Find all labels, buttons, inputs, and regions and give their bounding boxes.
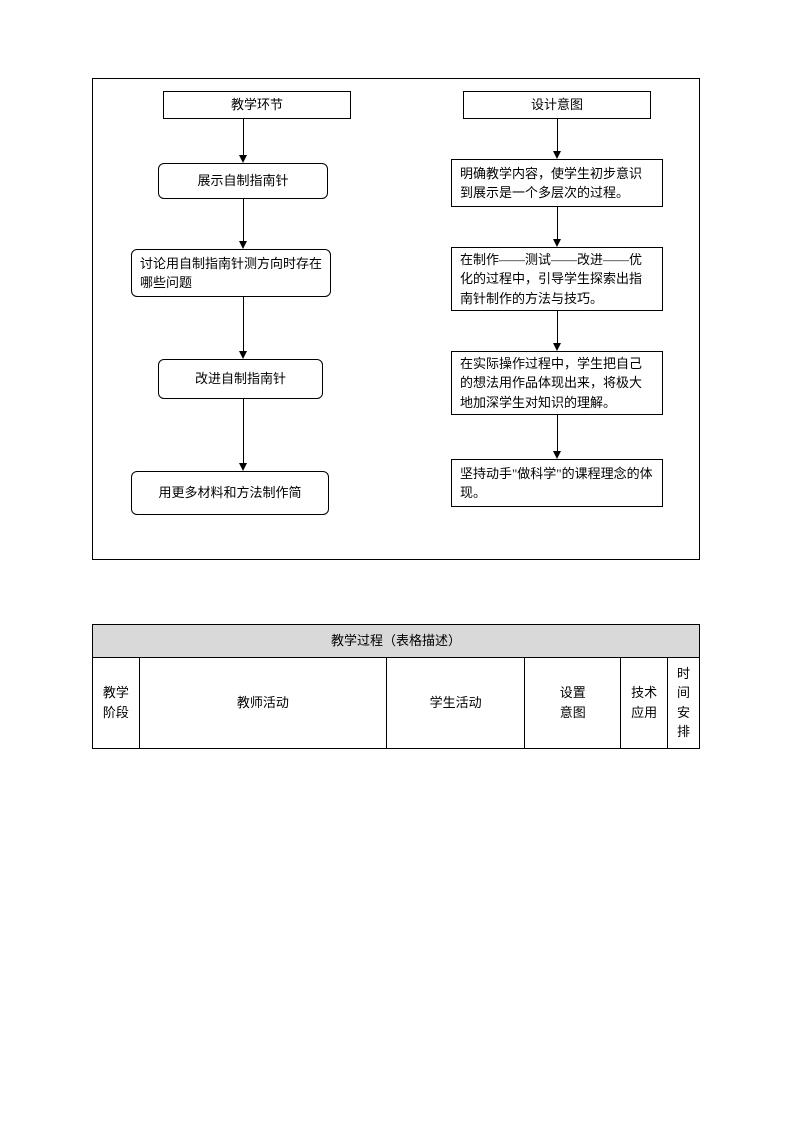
right-node-0: 明确教学内容，使学生初步意识到展示是一个多层次的过程。 xyxy=(451,159,663,207)
arrow-l-3-head xyxy=(239,463,247,471)
right-node-3-label: 坚持动手"做科学"的课程理念的体现。 xyxy=(460,464,654,503)
arrow-r-2 xyxy=(557,311,558,343)
col-tech: 技术应用 xyxy=(621,657,668,748)
col-student: 学生活动 xyxy=(386,657,524,748)
arrow-l-0-head xyxy=(239,155,247,163)
arrow-r-1-head xyxy=(553,239,561,247)
arrow-r-3 xyxy=(557,415,558,451)
col-teacher-label: 教师活动 xyxy=(237,695,289,710)
arrow-l-0 xyxy=(243,119,244,155)
arrow-l-1 xyxy=(243,199,244,241)
left-node-1: 讨论用自制指南针测方向时存在哪些问题 xyxy=(131,249,331,297)
table-header-row: 教学阶段 教师活动 学生活动 设置意图 技术应用 时间安排 xyxy=(93,657,700,748)
arrow-r-0-head xyxy=(553,151,561,159)
col-intent-label: 设置意图 xyxy=(560,685,586,720)
left-node-0: 展示自制指南针 xyxy=(158,163,328,199)
arrow-l-2 xyxy=(243,297,244,351)
arrow-l-2-head xyxy=(239,351,247,359)
left-header: 教学环节 xyxy=(163,91,351,119)
col-student-label: 学生活动 xyxy=(430,695,482,710)
right-node-2-label: 在实际操作过程中，学生把自己的想法用作品体现出来，将极大地加深学生对知识的理解。 xyxy=(460,354,654,413)
right-node-1: 在制作——测试——改进——优化的过程中，引导学生探索出指南针制作的方法与技巧。 xyxy=(451,247,663,311)
col-time-label: 时间安排 xyxy=(677,666,690,740)
arrow-r-2-head xyxy=(553,343,561,351)
right-node-0-label: 明确教学内容，使学生初步意识到展示是一个多层次的过程。 xyxy=(460,164,654,203)
right-node-3: 坚持动手"做科学"的课程理念的体现。 xyxy=(451,459,663,507)
left-node-0-label: 展示自制指南针 xyxy=(197,171,288,191)
left-header-label: 教学环节 xyxy=(231,95,283,115)
left-node-3-label: 用更多材料和方法制作简 xyxy=(158,483,301,503)
process-table-wrap: 教学过程（表格描述） 教学阶段 教师活动 学生活动 设置意图 技术应用 时间安排 xyxy=(92,624,700,749)
table-title: 教学过程（表格描述） xyxy=(331,633,461,648)
col-intent: 设置意图 xyxy=(525,657,621,748)
col-stage-label: 教学阶段 xyxy=(103,685,129,720)
flowchart-frame: 教学环节 设计意图 展示自制指南针 讨论用自制指南针测方向时存在哪些问题 改进自… xyxy=(92,78,700,560)
left-node-2: 改进自制指南针 xyxy=(158,359,323,399)
col-stage: 教学阶段 xyxy=(93,657,140,748)
right-header-label: 设计意图 xyxy=(531,95,583,115)
arrow-l-3 xyxy=(243,399,244,463)
arrow-r-3-head xyxy=(553,451,561,459)
right-node-2: 在实际操作过程中，学生把自己的想法用作品体现出来，将极大地加深学生对知识的理解。 xyxy=(451,351,663,415)
table-title-cell: 教学过程（表格描述） xyxy=(93,625,700,658)
arrow-r-1 xyxy=(557,207,558,239)
col-time: 时间安排 xyxy=(668,657,700,748)
col-teacher: 教师活动 xyxy=(139,657,386,748)
right-node-1-label: 在制作——测试——改进——优化的过程中，引导学生探索出指南针制作的方法与技巧。 xyxy=(460,250,654,309)
left-node-3: 用更多材料和方法制作简 xyxy=(131,471,329,515)
col-tech-label: 技术应用 xyxy=(631,685,657,720)
left-node-1-label: 讨论用自制指南针测方向时存在哪些问题 xyxy=(140,254,322,293)
left-node-2-label: 改进自制指南针 xyxy=(195,369,286,389)
arrow-r-0 xyxy=(557,119,558,151)
right-header: 设计意图 xyxy=(463,91,651,119)
process-table: 教学过程（表格描述） 教学阶段 教师活动 学生活动 设置意图 技术应用 时间安排 xyxy=(92,624,700,749)
arrow-l-1-head xyxy=(239,241,247,249)
